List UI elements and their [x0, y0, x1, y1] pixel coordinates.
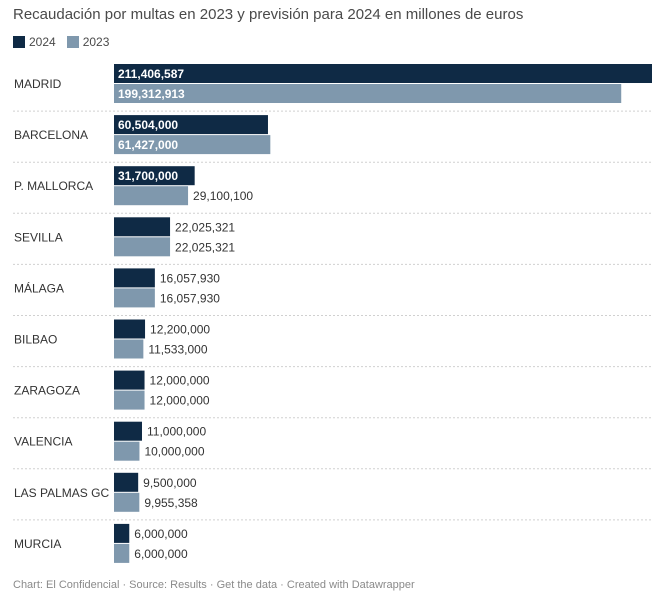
value-label-2024-zaragoza: 12,000,000	[150, 374, 210, 388]
chart-footer: Chart: El Confidencial · Source: Results…	[13, 579, 415, 591]
value-label-2023-sevilla: 22,025,321	[175, 240, 235, 254]
chart-legend: 2024 2023	[13, 35, 120, 49]
value-label-2024-p-mallorca: 31,700,000	[118, 169, 178, 183]
category-label-bilbao: BILBAO	[14, 333, 57, 347]
bar-2023-madrid	[114, 84, 622, 103]
legend-label-2024: 2024	[29, 35, 56, 49]
value-label-2024-las-palmas-gc: 9,500,000	[143, 476, 197, 490]
bar-2024-barcelona	[114, 115, 268, 135]
bar-2024-zaragoza	[114, 370, 145, 390]
bar-2024-murcia	[114, 523, 130, 543]
category-label-madrid: MADRID	[14, 77, 62, 91]
value-label-2023-madrid: 199,312,913	[118, 87, 185, 101]
value-label-2024-madrid: 211,406,587	[118, 67, 184, 81]
category-label-málaga: MÁLAGA	[14, 280, 64, 295]
legend-swatch-2023	[66, 36, 79, 48]
legend-item-2023: 2023	[66, 35, 110, 49]
legend-label-2023: 2023	[82, 35, 110, 49]
value-label-2023-murcia: 6,000,000	[134, 547, 188, 561]
value-label-2023-p-mallorca: 29,100,100	[193, 189, 253, 203]
bar-2023-zaragoza	[114, 390, 145, 410]
value-label-2024-málaga: 16,057,930	[160, 271, 220, 285]
value-label-2023-zaragoza: 12,000,000	[150, 394, 210, 408]
bar-2023-murcia	[114, 543, 130, 563]
bar-2024-sevilla	[114, 217, 171, 237]
bar-2024-madrid	[114, 64, 652, 83]
bar-2023-valencia	[114, 441, 140, 461]
category-label-murcia: MURCIA	[14, 537, 61, 551]
value-label-2023-málaga: 16,057,930	[160, 291, 220, 305]
value-label-2023-bilbao: 11,533,000	[148, 343, 207, 357]
value-label-2024-sevilla: 22,025,321	[175, 220, 235, 234]
legend-item-2024: 2024	[13, 35, 56, 49]
value-label-2024-barcelona: 60,504,000	[118, 118, 178, 132]
bar-2023-p-mallorca	[114, 186, 189, 206]
bar-2024-las-palmas-gc	[114, 472, 139, 492]
bar-2024-bilbao	[114, 319, 146, 339]
value-label-2024-bilbao: 12,200,000	[150, 323, 210, 337]
category-label-p-mallorca: P. MALLORCA	[14, 179, 93, 193]
legend-swatch-2024	[13, 36, 25, 48]
value-label-2024-valencia: 11,000,000	[147, 425, 206, 439]
bar-2023-barcelona	[114, 135, 271, 155]
bar-2024-p-mallorca	[114, 166, 195, 186]
value-label-2024-murcia: 6,000,000	[134, 527, 188, 541]
category-label-zaragoza: ZARAGOZA	[14, 384, 80, 398]
chart-title: Recaudación por multas en 2023 y previsi…	[13, 6, 524, 23]
bar-2023-las-palmas-gc	[114, 492, 140, 512]
value-label-2023-valencia: 10,000,000	[144, 445, 204, 459]
bar-2024-valencia	[114, 421, 142, 441]
value-label-2023-las-palmas-gc: 9,955,358	[144, 496, 198, 510]
category-label-valencia: VALENCIA	[14, 435, 72, 449]
bar-2023-sevilla	[114, 237, 171, 257]
category-label-barcelona: BARCELONA	[14, 128, 88, 142]
category-label-las-palmas-gc: LAS PALMAS GC	[14, 486, 109, 500]
category-label-sevilla: SEVILLA	[14, 230, 63, 244]
value-label-2023-barcelona: 61,427,000	[118, 138, 178, 152]
bar-2023-málaga	[114, 288, 155, 308]
bar-2023-bilbao	[114, 339, 144, 359]
bar-2024-málaga	[114, 268, 155, 288]
